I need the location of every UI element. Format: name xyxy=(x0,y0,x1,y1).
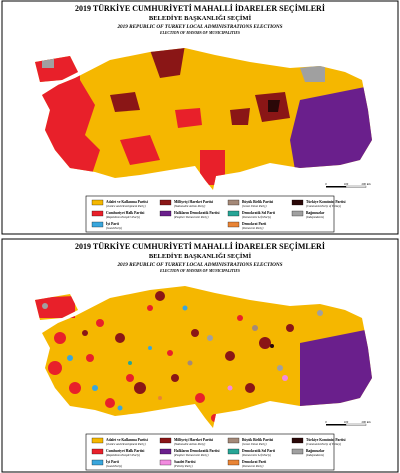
legend-swatch xyxy=(91,210,104,217)
legend-swatch xyxy=(291,448,304,455)
legend-english: (Justice and Development Party) xyxy=(106,204,146,208)
legend-name: Türkiye Komünist Partisi xyxy=(306,438,346,442)
legend-name: Milliyetçi Hareket Partisi xyxy=(174,200,213,204)
english-title: 2019 REPUBLIC OF TURKEY LOCAL ADMINISTRA… xyxy=(116,262,282,268)
legend-swatch xyxy=(227,199,240,206)
legend-swatch xyxy=(159,459,172,466)
panel: 2019 TÜRKİYE CUMHURİYETİ MAHALLİ İDARELE… xyxy=(1,238,399,473)
legend-swatch xyxy=(91,459,104,466)
legend-english: (Good Party) xyxy=(106,226,122,230)
legend-english: (Nationalist Action Party) xyxy=(174,442,205,446)
legend-english: (Democrat Party) xyxy=(242,464,263,468)
legend-name: Halkların Demokratik Partisi xyxy=(174,211,220,215)
scale-label: 0 xyxy=(325,420,327,424)
legend-swatch xyxy=(227,210,240,217)
scale-label: 100 xyxy=(344,420,349,424)
legend-english: (Nationalist Action Party) xyxy=(174,204,205,208)
legend-swatch xyxy=(159,210,172,217)
legend-english: (Independents) xyxy=(306,215,324,219)
legend-english: (Independents) xyxy=(306,453,324,457)
legend-name: İyi Parti xyxy=(106,221,119,226)
title: 2019 TÜRKİYE CUMHURİYETİ MAHALLİ İDARELE… xyxy=(75,3,325,13)
legend-english: (Peoples' Democratic Party) xyxy=(174,453,208,457)
map xyxy=(35,286,372,428)
legend-english: (Felicity Party) xyxy=(174,464,193,468)
legend-english: (Great Union Party) xyxy=(242,442,267,446)
legend-swatch xyxy=(159,448,172,455)
legend-name: Bağımsızlar xyxy=(306,449,325,453)
legend-name: Cumhuriyet Halk Partisi xyxy=(106,449,144,453)
legend-swatch xyxy=(159,437,172,444)
legend-english: (Democrat Party) xyxy=(242,226,263,230)
legend-name: Milliyetçi Hareket Partisi xyxy=(174,438,213,442)
legend-english: (Good Party) xyxy=(106,464,122,468)
legend-english: (Republican People's Party) xyxy=(106,215,140,219)
legend-swatch xyxy=(227,459,240,466)
scale-label: 100 xyxy=(344,182,349,186)
legend-name: Büyük Birlik Partisi xyxy=(242,200,273,204)
legend-name: Adalet ve Kalkınma Partisi xyxy=(106,200,148,204)
legend-swatch xyxy=(291,437,304,444)
legend-name: Cumhuriyet Halk Partisi xyxy=(106,211,144,215)
subtitle: BELEDİYE BAŞKANLIĞI SEÇİMİ xyxy=(149,14,252,22)
legend-swatch xyxy=(159,199,172,206)
scale-bar xyxy=(345,185,367,188)
panel: 2019 TÜRKİYE CUMHURİYETİ MAHALLİ İDARELE… xyxy=(1,0,399,235)
legend-name: Demokrat Parti xyxy=(242,222,266,226)
legend-name: İyi Parti xyxy=(106,459,119,464)
legend-swatch xyxy=(227,437,240,444)
legend-swatch xyxy=(91,199,104,206)
english-title: 2019 REPUBLIC OF TURKEY LOCAL ADMINISTRA… xyxy=(116,24,282,30)
legend-english: (Justice and Development Party) xyxy=(106,442,146,446)
legend-english: (Peoples' Democratic Party) xyxy=(174,215,208,219)
legend-swatch xyxy=(91,221,104,228)
scale-label: 200 km xyxy=(361,182,371,186)
legend-name: Büyük Birlik Partisi xyxy=(242,438,273,442)
scale-bar xyxy=(326,186,346,188)
legend-name: Halkların Demokratik Partisi xyxy=(174,449,220,453)
legend-english: (Communist Party of Turkey) xyxy=(306,442,341,446)
legend-name: Adalet ve Kalkınma Partisi xyxy=(106,438,148,442)
legend-english: (Republican People's Party) xyxy=(106,453,140,457)
subtitle: BELEDİYE BAŞKANLIĞI SEÇİMİ xyxy=(149,252,252,260)
map xyxy=(35,48,372,190)
scale-label: 0 xyxy=(325,182,327,186)
legend-swatch xyxy=(291,199,304,206)
legend-name: Demokratik Sol Parti xyxy=(242,211,275,215)
legend-english: (Great Union Party) xyxy=(242,204,267,208)
english-subtitle: ELECTION OF MAYORS OF MUNICIPALITIES xyxy=(159,269,240,273)
legend-name: Demokrat Parti xyxy=(242,460,266,464)
legend-swatch xyxy=(227,448,240,455)
title: 2019 TÜRKİYE CUMHURİYETİ MAHALLİ İDARELE… xyxy=(75,241,325,251)
legend-swatch xyxy=(91,437,104,444)
legend-name: Saadet Partisi xyxy=(174,460,195,464)
legend-swatch xyxy=(227,221,240,228)
legend-name: Türkiye Komünist Partisi xyxy=(306,200,346,204)
scale-bar xyxy=(345,423,367,426)
legend-name: Demokratik Sol Parti xyxy=(242,449,275,453)
scale-bar xyxy=(326,424,346,426)
legend-name: Bağımsızlar xyxy=(306,211,325,215)
legend-english: (Communist Party of Turkey) xyxy=(306,204,341,208)
legend-english: (Democratic Left Party) xyxy=(242,453,271,457)
english-subtitle: ELECTION OF MAYORS OF MUNICIPALITIES xyxy=(159,31,240,35)
legend-swatch xyxy=(291,210,304,217)
legend-english: (Democratic Left Party) xyxy=(242,215,271,219)
scale-label: 200 km xyxy=(361,420,371,424)
legend-swatch xyxy=(91,448,104,455)
